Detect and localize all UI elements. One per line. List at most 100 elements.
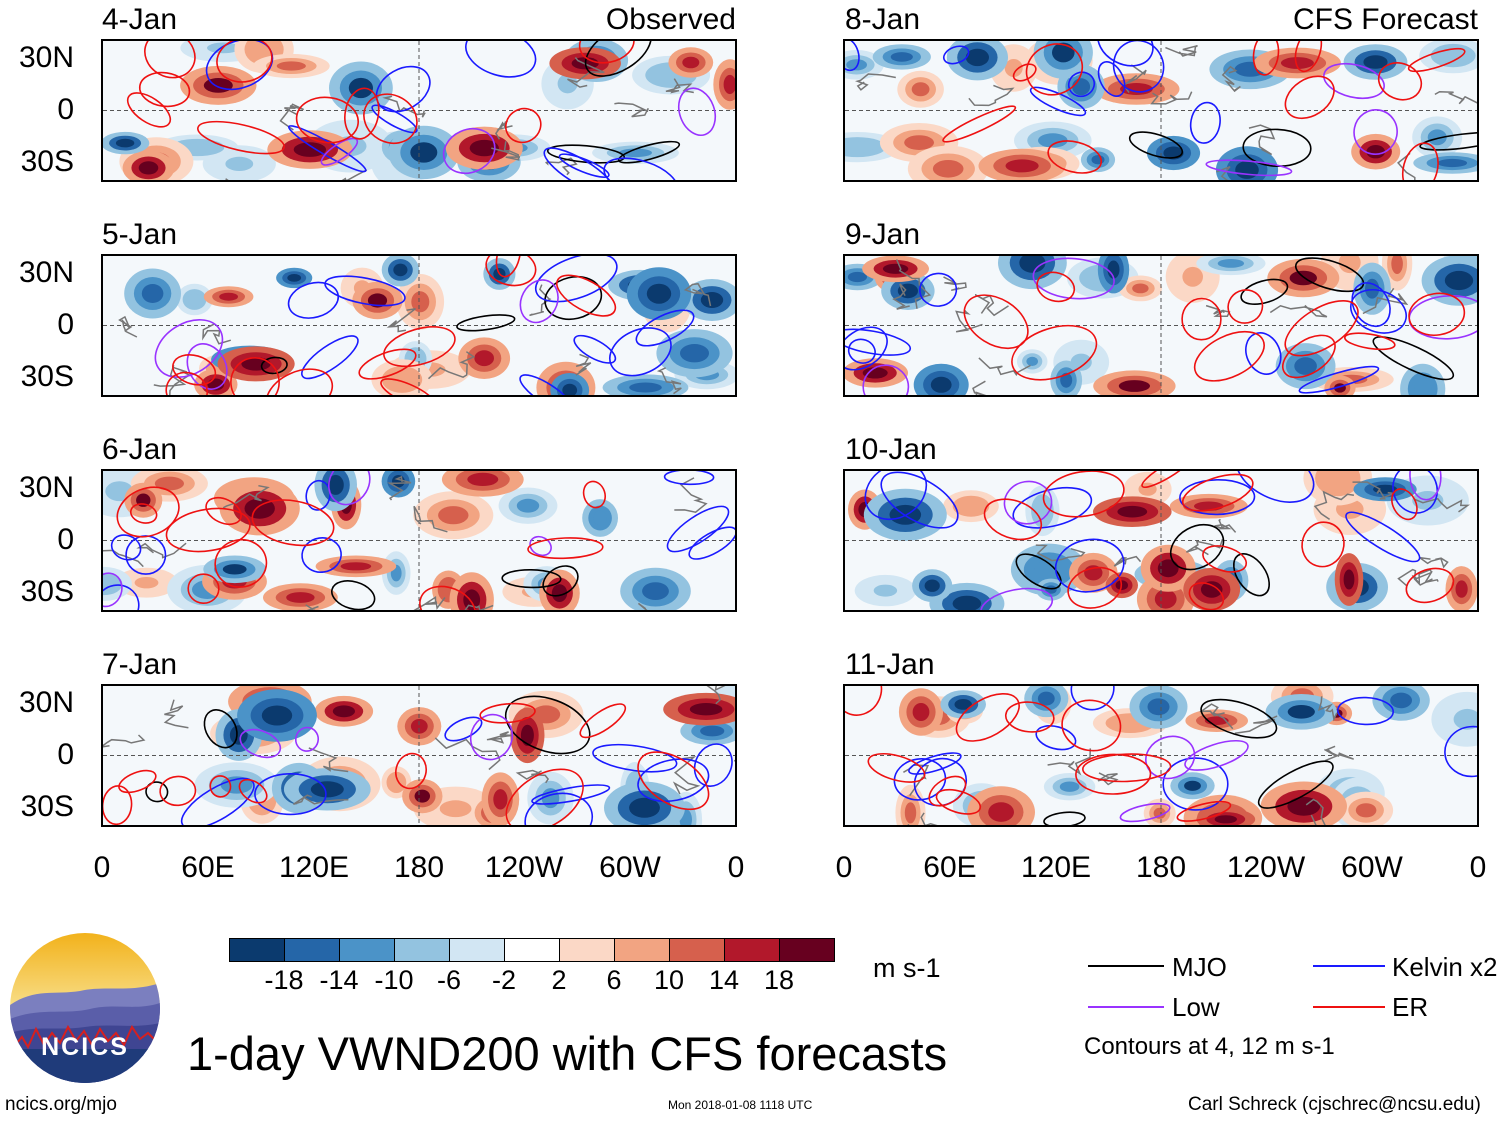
colorbar-tick: -14 <box>319 965 359 995</box>
coastline <box>494 120 513 140</box>
map-field <box>845 256 1477 395</box>
coastline <box>1413 497 1471 513</box>
contour-kelvin-x2 <box>1162 757 1229 811</box>
coastline <box>1411 571 1439 586</box>
contour-low <box>328 471 371 506</box>
lat-label-30s: 30S <box>20 360 74 393</box>
coastline <box>486 731 513 744</box>
anomaly-blob <box>952 595 982 610</box>
anomaly-blob <box>1343 569 1355 590</box>
anomaly-blob <box>911 82 930 97</box>
map-panel-forecast-4 <box>843 684 1479 827</box>
contour-er <box>1377 62 1423 101</box>
coastline <box>292 794 349 806</box>
coastline <box>1362 287 1409 315</box>
contour-er <box>1343 332 1396 351</box>
anomaly-blob <box>414 789 430 803</box>
contour-er <box>1025 43 1084 96</box>
anomaly-blob <box>1154 589 1177 609</box>
contour-mjo <box>1233 553 1270 597</box>
contour-low <box>239 728 282 759</box>
anomaly-blob <box>1118 380 1150 392</box>
coastline <box>413 595 446 610</box>
anomaly-blob <box>1324 471 1351 489</box>
contour-kelvin-x2 <box>1245 332 1282 375</box>
contour-er <box>1067 566 1123 609</box>
lat-label-30s: 30S <box>20 790 74 823</box>
anomaly-blob <box>1365 278 1380 299</box>
contour-kelvin-x2 <box>1298 365 1380 394</box>
contour-mjo <box>1242 128 1312 168</box>
units-label: m s-1 <box>873 953 941 983</box>
coastline <box>386 307 416 333</box>
contour-mjo <box>260 356 288 375</box>
contour-er <box>172 354 217 386</box>
coastline <box>427 351 476 380</box>
contour-kelvin-x2 <box>1054 538 1125 593</box>
coastline <box>387 475 412 501</box>
anomaly-blob <box>700 292 724 308</box>
map-field <box>103 256 735 395</box>
contour-mjo <box>1294 257 1365 293</box>
coastline <box>972 380 987 395</box>
anomaly-blob <box>1005 159 1039 173</box>
contour-mjo <box>331 580 376 610</box>
contour-low <box>529 535 552 557</box>
lat-label-30n: 30N <box>18 256 74 289</box>
anomaly-blob <box>516 498 540 513</box>
contour-low <box>1323 62 1385 100</box>
contour-er <box>942 105 1017 143</box>
lon-label-180: 180 <box>393 851 445 884</box>
anomaly-blob <box>619 148 652 158</box>
footer-website[interactable]: ncics.org/mjo <box>5 1094 117 1115</box>
contour-mjo <box>1043 811 1086 825</box>
coastline <box>683 282 712 307</box>
contour-er <box>582 480 606 509</box>
footer-timestamp: Mon 2018-01-08 1118 UTC <box>668 1098 813 1112</box>
contour-mjo <box>1015 553 1062 590</box>
coastline <box>1221 65 1241 93</box>
contour-er <box>1301 521 1345 568</box>
coastline <box>1035 544 1086 562</box>
contour-kelvin-x2 <box>444 716 483 742</box>
contour-mjo <box>1372 336 1455 381</box>
coastline <box>222 484 270 509</box>
coastline <box>1165 44 1198 57</box>
contour-kelvin-x2 <box>666 505 730 553</box>
coastline <box>1352 481 1395 500</box>
contour-er <box>579 703 627 739</box>
contour-kelvin-x2 <box>864 471 928 521</box>
anomaly-blob <box>410 719 428 734</box>
contour-kelvin-x2 <box>524 792 594 825</box>
anomaly-blob <box>1059 781 1080 792</box>
panel-date-forecast-4: 11-Jan <box>845 648 935 681</box>
contour-kelvin-x2 <box>603 157 679 180</box>
anomaly-blob <box>689 703 723 716</box>
coastline <box>895 259 932 309</box>
contour-er <box>1082 753 1172 783</box>
coastline <box>163 699 189 729</box>
contour-kelvin-x2 <box>103 584 140 610</box>
contour-note: Contours at 4, 12 m s-1 <box>1084 1033 1335 1060</box>
contour-er <box>1282 334 1336 379</box>
contour-kelvin-x2 <box>1070 686 1115 711</box>
anomaly-blob <box>286 592 315 603</box>
anomaly-blob <box>474 350 495 367</box>
contour-kelvin-x2 <box>688 526 735 560</box>
anomaly-blob <box>252 41 276 59</box>
panel-date-forecast-1: 8-Jan <box>845 3 921 36</box>
contour-kelvin-x2 <box>693 743 733 787</box>
contour-kelvin-x2 <box>845 41 860 72</box>
contour-low <box>1032 257 1115 300</box>
coastline <box>118 315 138 338</box>
coastline <box>1305 798 1326 825</box>
anomaly-blob <box>134 577 159 589</box>
contour-er <box>505 107 542 144</box>
anomaly-blob <box>1440 48 1467 63</box>
anomaly-blob <box>103 577 115 591</box>
contour-er <box>495 256 522 278</box>
coastline <box>136 542 187 559</box>
contour-low <box>442 127 496 175</box>
anomaly-blob <box>332 705 355 718</box>
contour-kelvin-x2 <box>1351 282 1391 328</box>
